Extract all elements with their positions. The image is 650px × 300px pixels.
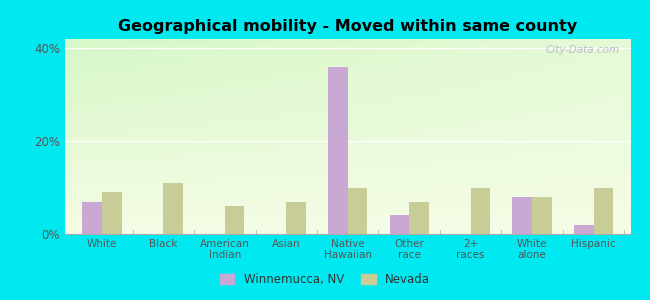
Bar [328, 67, 348, 234]
Bar [389, 215, 410, 234]
Title: Geographical mobility - Moved within same county: Geographical mobility - Moved within sam… [118, 19, 577, 34]
Bar [574, 225, 593, 234]
Bar [512, 197, 532, 234]
Bar [532, 197, 552, 234]
Bar [163, 183, 183, 234]
Bar [102, 192, 122, 234]
Bar [593, 188, 614, 234]
Bar [410, 202, 429, 234]
Text: City-Data.com: City-Data.com [545, 45, 619, 55]
Bar [286, 202, 306, 234]
Legend: Winnemucca, NV, Nevada: Winnemucca, NV, Nevada [215, 269, 435, 291]
Bar [348, 188, 367, 234]
Bar [471, 188, 490, 234]
Bar [225, 206, 244, 234]
Bar [82, 202, 102, 234]
